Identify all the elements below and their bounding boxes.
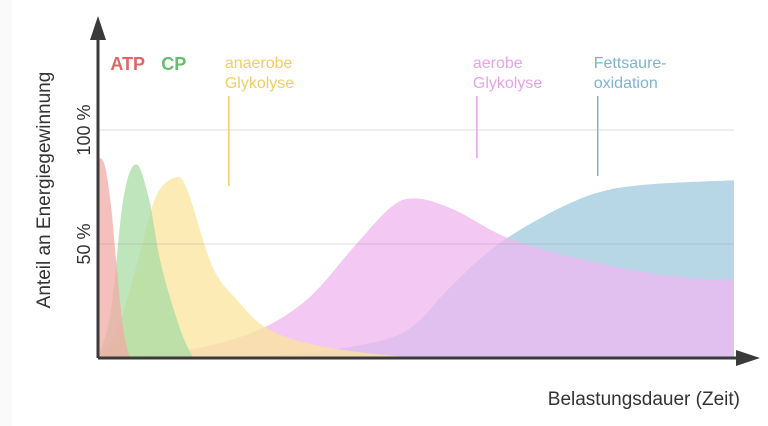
- series-label-aerobe-glykolyse-line2: Glykolyse: [473, 75, 542, 92]
- y-axis-label: Anteil an Energiegewinnung: [34, 72, 55, 309]
- series-label-fettsaure-oxidation-line2: oxidation: [594, 75, 658, 92]
- reference-lines: [98, 129, 734, 245]
- area-layers: [98, 157, 734, 358]
- area-anaerobe-glykolyse: [98, 176, 416, 358]
- series-label-fettsaure-oxidation: Fettsaure-: [594, 55, 667, 72]
- y-tick-labels: 50 % 100 %: [74, 104, 94, 264]
- x-axis-label: Belastungsdauer (Zeit): [548, 389, 740, 410]
- x-axis-arrow: [736, 350, 760, 366]
- series-label-anaerobe-glykolyse: anaerobe: [225, 55, 293, 72]
- series-label-aerobe-glykolyse: aerobe: [473, 55, 523, 72]
- series-label-anaerobe-glykolyse-line2: Glykolyse: [225, 75, 294, 92]
- y-tick-label-50: 50 %: [74, 223, 94, 264]
- axes: [90, 16, 760, 366]
- area-cp: [98, 164, 194, 358]
- left-edge: [0, 0, 12, 426]
- area-atp: [98, 157, 130, 358]
- y-axis-arrow: [90, 16, 106, 40]
- series-label-cp: CP: [161, 54, 186, 74]
- series-label-atp: ATP: [110, 54, 145, 74]
- y-tick-label-100: 100 %: [74, 104, 94, 155]
- area-aerobe-glykolyse: [98, 198, 734, 358]
- series-labels: Fettsaure-oxidation aerobe Glykolyse anaero…: [110, 54, 667, 186]
